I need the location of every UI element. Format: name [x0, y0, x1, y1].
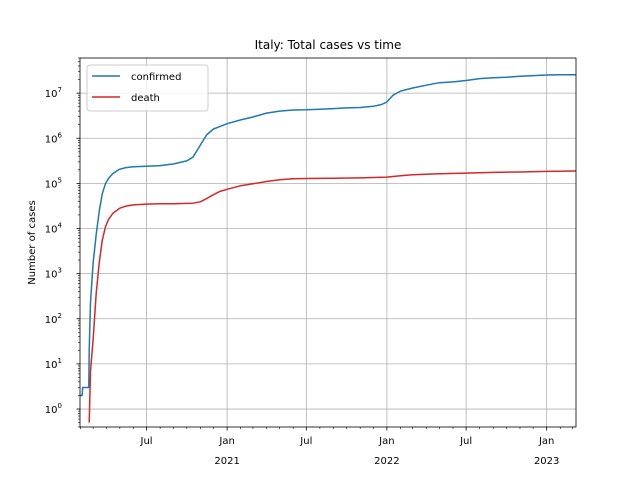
x-axis: Jul Jan 2021 Jul Jan 2022 Jul Jan 2023 — [80, 427, 573, 467]
y-axis: 100 101 102 103 104 105 106 107 — [45, 57, 80, 428]
y-tick-label: 107 — [45, 86, 62, 100]
chart-title: Italy: Total cases vs time — [255, 38, 402, 52]
series-line-death — [88, 170, 577, 423]
plot-frame — [79, 57, 577, 428]
y-tick-label: 106 — [45, 131, 63, 145]
x-tick-label: Jan — [378, 436, 394, 447]
y-tick-label: 101 — [45, 357, 62, 371]
y-tick-label: 100 — [45, 402, 62, 416]
x-tick-label: Jul — [299, 436, 312, 447]
x-tick-label: Jan — [538, 436, 554, 447]
legend-entries: confirmed death — [92, 72, 181, 104]
series-line-confirmed — [80, 73, 577, 397]
x-tick-year-label: 2023 — [534, 456, 559, 467]
x-tick-year-label: 2021 — [214, 456, 239, 467]
x-tick-label: Jul — [140, 436, 153, 447]
y-tick-label: 104 — [45, 222, 63, 236]
x-tick-year-label: 2022 — [374, 456, 399, 467]
plot-area — [80, 58, 576, 427]
y-tick-label: 103 — [45, 267, 62, 281]
legend-label-confirmed: confirmed — [131, 72, 181, 83]
legend-label-death: death — [131, 93, 160, 104]
x-tick-label: Jul — [459, 436, 472, 447]
x-tick-label: Jan — [218, 436, 234, 447]
y-tick-label: 105 — [45, 176, 62, 190]
y-tick-label: 102 — [45, 312, 62, 326]
series-layer — [80, 73, 577, 423]
legend: confirmed death — [86, 64, 209, 112]
y-axis-label: Number of cases — [27, 200, 38, 284]
